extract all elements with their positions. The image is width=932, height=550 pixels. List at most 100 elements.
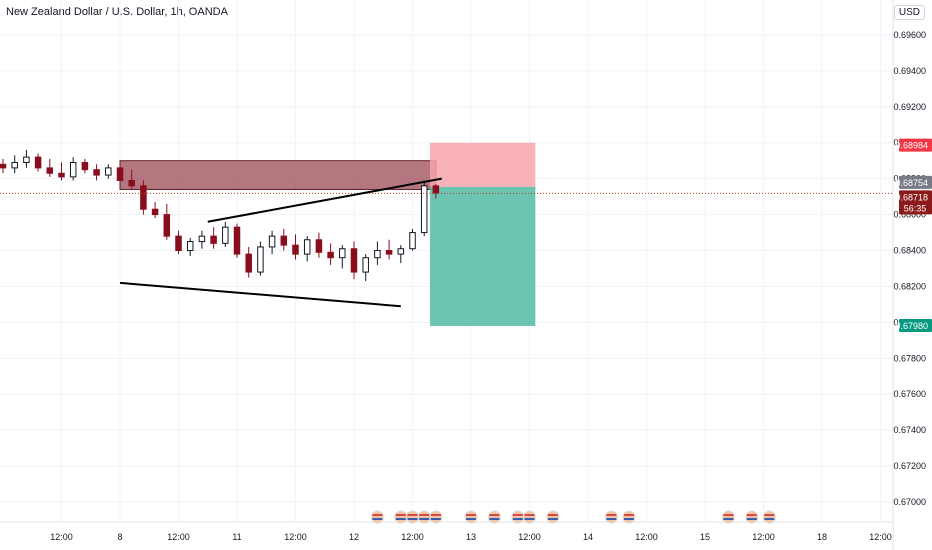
event-flag-icon bbox=[511, 510, 525, 524]
event-flag-stripe bbox=[764, 518, 775, 520]
event-flag-icon bbox=[523, 510, 536, 524]
y-tick-label: 0.69400 bbox=[893, 66, 926, 76]
y-tick-label: 0.68600 bbox=[893, 210, 926, 220]
price-tag-label: 0.68718 bbox=[895, 192, 928, 202]
x-tick-label: 12:00 bbox=[401, 532, 424, 542]
y-tick-label: 0.68200 bbox=[893, 281, 926, 291]
event-flag-stripe bbox=[606, 518, 617, 520]
event-flag-stripe bbox=[419, 518, 430, 520]
price-tag-target bbox=[899, 318, 932, 332]
currency-button[interactable]: USD bbox=[893, 5, 925, 20]
event-flag-stripe bbox=[723, 518, 734, 520]
candle-body bbox=[315, 239, 323, 253]
candle-body bbox=[11, 161, 18, 169]
event-flag-stripe bbox=[512, 514, 523, 516]
candle-body bbox=[222, 226, 229, 244]
event-flag-icon bbox=[762, 510, 776, 524]
lower-trendline bbox=[119, 281, 401, 308]
event-flag-stripe bbox=[524, 514, 535, 516]
candle-body bbox=[374, 250, 381, 259]
economic-event-icon bbox=[745, 510, 759, 524]
economic-event-icon bbox=[546, 510, 560, 524]
x-tick-label: 12:00 bbox=[518, 532, 541, 542]
event-flag-stripe bbox=[419, 514, 430, 516]
candle-body bbox=[350, 248, 358, 273]
event-flag-stripe bbox=[395, 518, 406, 520]
candle-body bbox=[23, 156, 30, 163]
event-flag-icon bbox=[622, 510, 636, 524]
event-flag-stripe bbox=[746, 514, 757, 516]
candle-body bbox=[292, 244, 299, 255]
event-flag-stripe bbox=[547, 514, 558, 516]
economic-event-icon bbox=[417, 510, 431, 524]
event-flag-icon bbox=[745, 510, 759, 524]
price-tag-label: 0.68984 bbox=[895, 141, 928, 151]
stop-loss-area bbox=[430, 142, 536, 187]
y-tick-label: 0.67800 bbox=[893, 353, 926, 363]
event-flag-stripe bbox=[430, 514, 441, 516]
candle-body bbox=[58, 172, 65, 178]
candle-body bbox=[105, 167, 112, 176]
y-tick-label: 0.67200 bbox=[893, 461, 926, 471]
event-flag-stripe bbox=[723, 514, 734, 516]
price-tag-stop bbox=[899, 138, 932, 152]
candle-body bbox=[397, 248, 405, 255]
event-flag-stripe bbox=[489, 518, 500, 520]
x-tick-label: 12:00 bbox=[869, 532, 892, 542]
candle-body bbox=[163, 214, 171, 237]
candle-body bbox=[339, 248, 346, 259]
x-tick-label: 15 bbox=[700, 532, 710, 542]
candle-body bbox=[385, 250, 393, 255]
event-flag-icon bbox=[370, 510, 384, 524]
economic-event-icon bbox=[604, 510, 618, 524]
x-tick-label: 12:00 bbox=[167, 532, 190, 542]
economic-event-icon bbox=[622, 510, 636, 524]
candle-body bbox=[128, 179, 135, 187]
event-flag-stripe bbox=[395, 514, 406, 516]
economic-event-icon bbox=[394, 510, 408, 524]
event-flag-icon bbox=[546, 510, 560, 524]
event-flag-stripe bbox=[466, 514, 476, 516]
event-flag-stripe bbox=[372, 514, 383, 516]
event-flag-stripe bbox=[407, 514, 418, 516]
economic-event-icon bbox=[721, 510, 735, 524]
event-flag-icon bbox=[464, 510, 478, 524]
x-tick-label: 12:00 bbox=[752, 532, 775, 542]
candle-body bbox=[210, 235, 217, 244]
candle-body bbox=[34, 156, 42, 169]
event-flag-icon bbox=[604, 510, 618, 524]
y-tick-label: 0.69200 bbox=[893, 102, 926, 112]
y-tick-label: 0.68400 bbox=[893, 246, 926, 256]
candle-body bbox=[175, 235, 182, 252]
y-tick-label: 0.69600 bbox=[893, 30, 926, 40]
event-flag-stripe bbox=[407, 518, 418, 520]
event-flag-stripe bbox=[430, 518, 441, 520]
event-flag-stripe bbox=[547, 518, 558, 520]
economic-event-icon bbox=[511, 510, 525, 524]
candle-body bbox=[151, 208, 159, 216]
candle-body bbox=[420, 185, 428, 234]
economic-event-icon bbox=[370, 510, 384, 524]
economic-event-icon bbox=[406, 510, 419, 524]
x-tick-label: 11 bbox=[232, 532, 241, 542]
candle-body bbox=[245, 253, 252, 273]
take-profit-area bbox=[430, 186, 536, 326]
event-flag-stripe bbox=[524, 518, 535, 520]
candle-body bbox=[93, 169, 100, 176]
candle-body bbox=[268, 235, 276, 248]
x-tick-label: 8 bbox=[117, 532, 122, 542]
y-tick-label: 0.67000 bbox=[893, 497, 926, 507]
event-flag-stripe bbox=[606, 514, 617, 516]
y-tick-label: 0.67400 bbox=[893, 425, 926, 435]
price-tag-last bbox=[899, 190, 932, 215]
economic-event-icon bbox=[429, 510, 443, 524]
economic-event-icon bbox=[523, 510, 536, 524]
candle-body bbox=[257, 246, 264, 273]
event-flag-stripe bbox=[372, 518, 383, 520]
event-flag-icon bbox=[406, 510, 419, 524]
supply-zone bbox=[119, 160, 437, 190]
price-tag-label: 0.68754 bbox=[895, 178, 928, 188]
event-flag-stripe bbox=[623, 518, 634, 520]
event-flag-icon bbox=[394, 510, 408, 524]
